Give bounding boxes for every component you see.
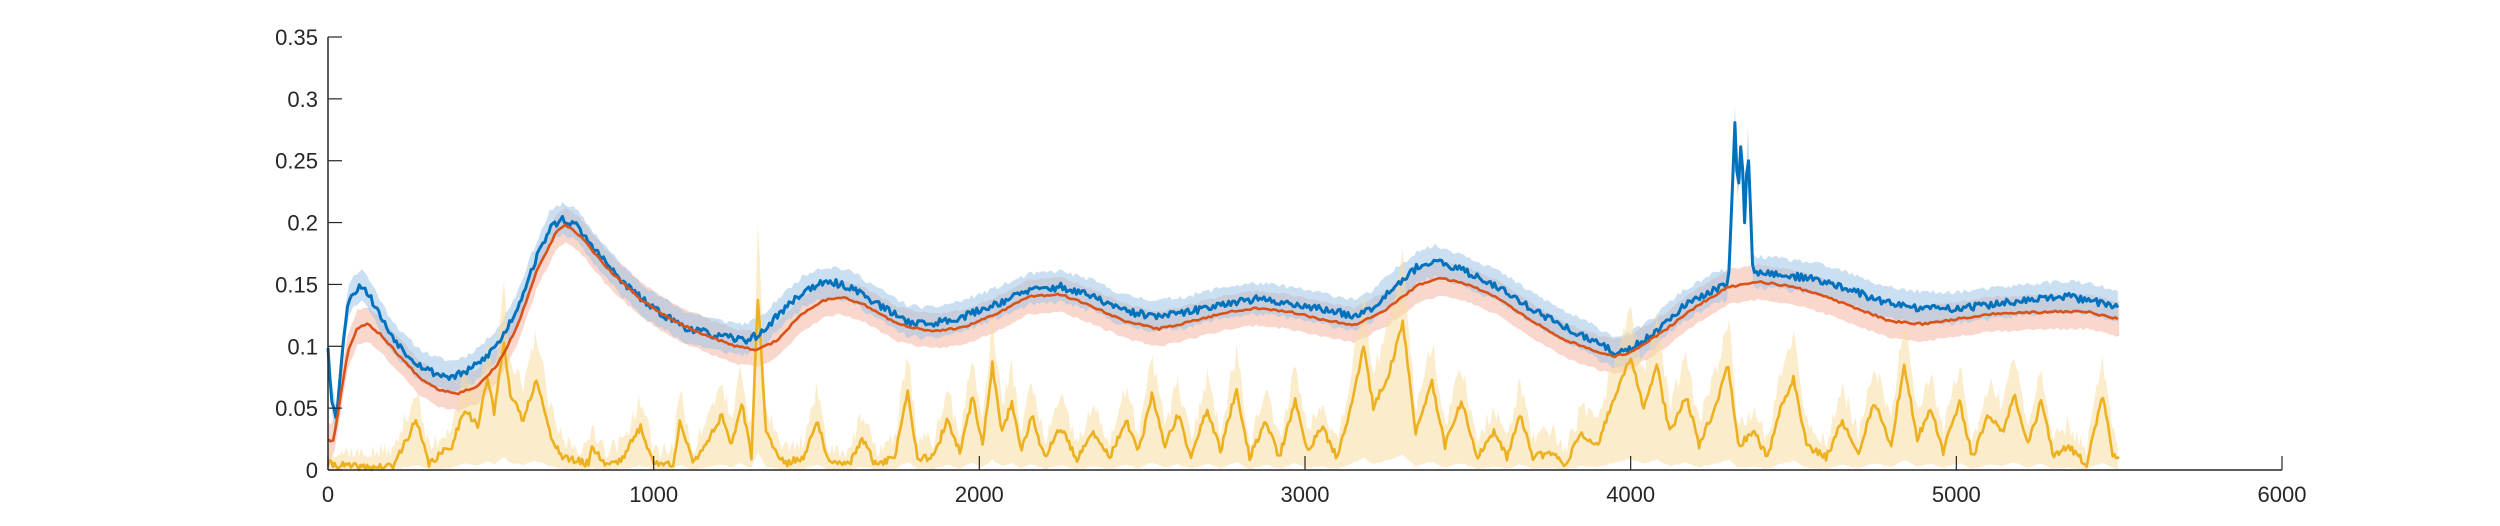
- y-tick-label: 0.1: [287, 334, 318, 359]
- x-tick-label: 3000: [1281, 482, 1330, 507]
- y-tick-label: 0.25: [275, 149, 318, 174]
- series-2-line: [327, 223, 2119, 443]
- x-ticks: 0 1000 2000 3000 4000 5000 6000: [322, 456, 2307, 507]
- x-tick-label: 6000: [2258, 482, 2307, 507]
- x-tick-label: 4000: [1606, 482, 1655, 507]
- y-tick-label: 0.2: [287, 211, 318, 236]
- x-tick-label: 5000: [1932, 482, 1981, 507]
- y-tick-label: 0.05: [275, 396, 318, 421]
- series-3-line: [326, 298, 2120, 472]
- y-tick-label: 0.3: [287, 87, 318, 112]
- series-3-band: [328, 223, 2118, 470]
- x-tick-label: 2000: [955, 482, 1004, 507]
- series-lines: [326, 121, 2120, 472]
- y-tick-label: 0: [306, 458, 318, 483]
- y-tick-label: 0.15: [275, 272, 318, 297]
- x-tick-label: 0: [322, 482, 334, 507]
- y-ticks: 0 0.05 0.1 0.15 0.2 0.25 0.3 0.35: [275, 25, 342, 483]
- y-tick-label: 0.35: [275, 25, 318, 50]
- x-tick-label: 1000: [629, 482, 678, 507]
